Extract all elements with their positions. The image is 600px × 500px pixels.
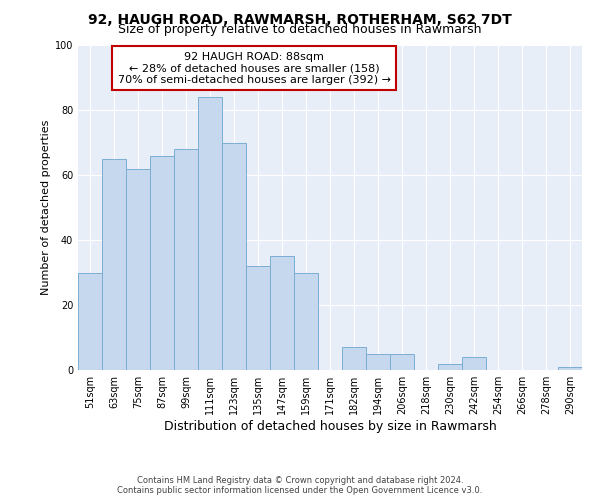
Bar bbox=[294, 272, 318, 370]
Bar bbox=[390, 354, 414, 370]
Bar bbox=[126, 168, 150, 370]
X-axis label: Distribution of detached houses by size in Rawmarsh: Distribution of detached houses by size … bbox=[164, 420, 496, 433]
Bar bbox=[558, 367, 582, 370]
Bar bbox=[366, 354, 390, 370]
Text: Contains HM Land Registry data © Crown copyright and database right 2024.
Contai: Contains HM Land Registry data © Crown c… bbox=[118, 476, 482, 495]
Bar bbox=[246, 266, 270, 370]
Bar bbox=[174, 149, 198, 370]
Bar bbox=[150, 156, 174, 370]
Bar bbox=[270, 256, 294, 370]
Text: 92, HAUGH ROAD, RAWMARSH, ROTHERHAM, S62 7DT: 92, HAUGH ROAD, RAWMARSH, ROTHERHAM, S62… bbox=[88, 12, 512, 26]
Y-axis label: Number of detached properties: Number of detached properties bbox=[41, 120, 50, 295]
Bar bbox=[342, 347, 366, 370]
Bar bbox=[222, 142, 246, 370]
Bar bbox=[198, 97, 222, 370]
Bar bbox=[462, 357, 486, 370]
Bar bbox=[438, 364, 462, 370]
Bar bbox=[102, 159, 126, 370]
Bar bbox=[78, 272, 102, 370]
Text: 92 HAUGH ROAD: 88sqm
← 28% of detached houses are smaller (158)
70% of semi-deta: 92 HAUGH ROAD: 88sqm ← 28% of detached h… bbox=[118, 52, 391, 84]
Text: Size of property relative to detached houses in Rawmarsh: Size of property relative to detached ho… bbox=[118, 22, 482, 36]
